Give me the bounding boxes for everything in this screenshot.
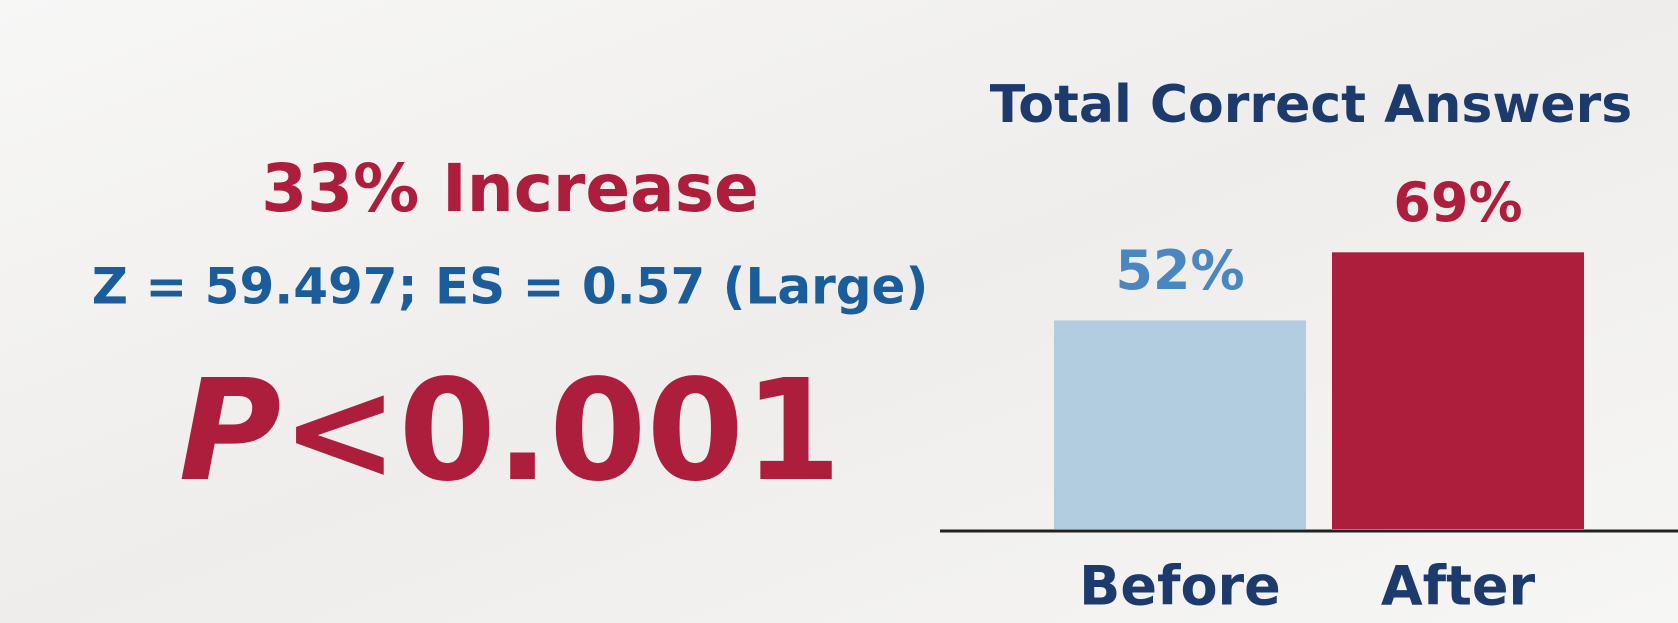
x-tick-label: After bbox=[1381, 555, 1536, 618]
bar bbox=[1054, 320, 1306, 529]
bar bbox=[1332, 252, 1584, 529]
value-label: 52% bbox=[1115, 239, 1244, 302]
p-text: <0.001 bbox=[281, 350, 841, 513]
p-value: P<0.001 bbox=[179, 350, 842, 513]
x-tick-label: Before bbox=[1079, 555, 1281, 618]
value-label: 69% bbox=[1393, 171, 1522, 234]
headline: 33% Increase bbox=[261, 150, 759, 227]
stats: Z = 59.497; ES = 0.57 (Large) bbox=[92, 258, 929, 316]
chart-title: Total Correct Answers bbox=[990, 75, 1633, 135]
p-symbol: P bbox=[179, 350, 282, 513]
